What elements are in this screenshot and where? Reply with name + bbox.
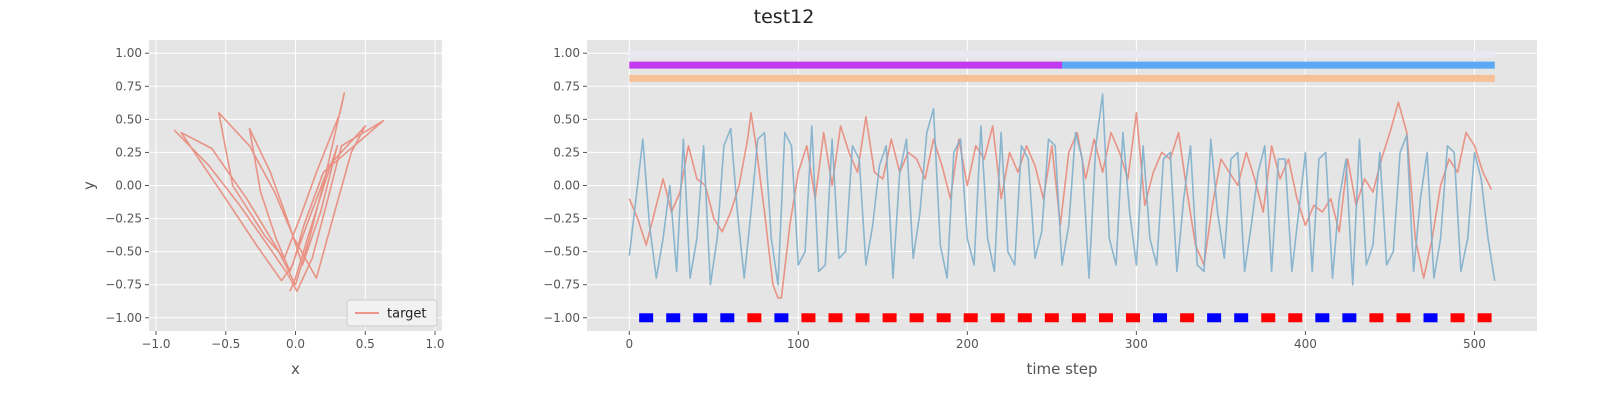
marker-square bbox=[1261, 313, 1276, 323]
plot-content bbox=[173, 92, 385, 293]
marker-square bbox=[1450, 313, 1465, 323]
x-tick-label: 100 bbox=[787, 337, 810, 351]
x-tick-label: −0.5 bbox=[211, 337, 240, 351]
marker-square bbox=[855, 313, 870, 323]
y-tick-label: 1.00 bbox=[553, 46, 580, 60]
marker-square bbox=[666, 313, 681, 323]
y-tick-label: 1.00 bbox=[115, 46, 142, 60]
x-tick-label: 200 bbox=[956, 337, 979, 351]
marker-square bbox=[963, 313, 978, 323]
y-tick-label: 0.00 bbox=[115, 179, 142, 193]
marker-square bbox=[1044, 313, 1059, 323]
x-tick-label: 300 bbox=[1125, 337, 1148, 351]
y-tick-label: −1.00 bbox=[543, 311, 580, 325]
y-tick-label: 0.00 bbox=[553, 179, 580, 193]
marker-square bbox=[1071, 313, 1086, 323]
marker-square bbox=[1288, 313, 1303, 323]
y-tick-label: −0.25 bbox=[105, 212, 142, 226]
plot-content bbox=[628, 51, 1496, 323]
marker-square bbox=[990, 313, 1005, 323]
legend-label: target bbox=[387, 307, 427, 322]
marker-square bbox=[774, 313, 789, 323]
marker-square bbox=[1207, 313, 1222, 323]
x-axis-label: x bbox=[291, 360, 300, 378]
y-tick-label: 0.25 bbox=[553, 145, 580, 159]
y-tick-label: −0.75 bbox=[105, 278, 142, 292]
marker-square bbox=[909, 313, 924, 323]
x-tick-label: −1.0 bbox=[141, 337, 170, 351]
y-tick-label: 0.75 bbox=[553, 79, 580, 93]
marker-square bbox=[1477, 313, 1492, 323]
y-axis-label: y bbox=[80, 181, 98, 190]
marker-square bbox=[1423, 313, 1438, 323]
marker-square bbox=[1315, 313, 1330, 323]
x-tick-label: 400 bbox=[1294, 337, 1317, 351]
marker-square bbox=[1180, 313, 1195, 323]
x-tick-label: 500 bbox=[1463, 337, 1486, 351]
marker-square bbox=[720, 313, 735, 323]
marker-square bbox=[1342, 313, 1357, 323]
y-tick-label: −0.50 bbox=[543, 245, 580, 259]
figure-title: test12 bbox=[754, 6, 815, 28]
y-tick-label: 0.75 bbox=[115, 79, 142, 93]
y-tick-label: 0.50 bbox=[553, 112, 580, 126]
y-tick-label: −0.50 bbox=[105, 245, 142, 259]
phase-plot: −1.0 −0.5 0.0 0.5 1.0 −1.00 −0.75 −0.50 −0.25 0.0… bbox=[80, 40, 445, 378]
marker-square bbox=[1017, 313, 1032, 323]
marker-square bbox=[1098, 313, 1113, 323]
legend-box bbox=[346, 299, 438, 327]
time-series-plot: 0 100 200 300 400 500 −1.00 −0.75 −0.50 −0.25 0.00… bbox=[543, 40, 1537, 378]
marker-square bbox=[747, 313, 762, 323]
x-tick-label: 0.0 bbox=[286, 337, 305, 351]
marker-square bbox=[1234, 313, 1249, 323]
y-tick-label: 0.25 bbox=[115, 145, 142, 159]
marker-square bbox=[801, 313, 816, 323]
series-line-2 bbox=[628, 93, 1496, 286]
marker-square bbox=[1153, 313, 1168, 323]
y-tick-label: −1.00 bbox=[105, 311, 142, 325]
marker-square bbox=[693, 313, 708, 323]
x-axis-label: time step bbox=[1026, 360, 1097, 378]
x-tick-label: 0 bbox=[625, 337, 633, 351]
marker-square bbox=[1369, 313, 1384, 323]
x-tick-label: 0.5 bbox=[356, 337, 375, 351]
series-line-1 bbox=[173, 92, 385, 293]
marker-square bbox=[882, 313, 897, 323]
y-tick-label: −0.75 bbox=[543, 278, 580, 292]
y-tick-label: −0.25 bbox=[543, 212, 580, 226]
marker-square bbox=[828, 313, 843, 323]
series-line-1 bbox=[628, 101, 1493, 299]
y-tick-label: 0.50 bbox=[115, 112, 142, 126]
marker-square bbox=[936, 313, 951, 323]
marker-square bbox=[1125, 313, 1140, 323]
marker-square bbox=[639, 313, 654, 323]
x-tick-label: 1.0 bbox=[425, 337, 444, 351]
marker-square bbox=[1396, 313, 1411, 323]
